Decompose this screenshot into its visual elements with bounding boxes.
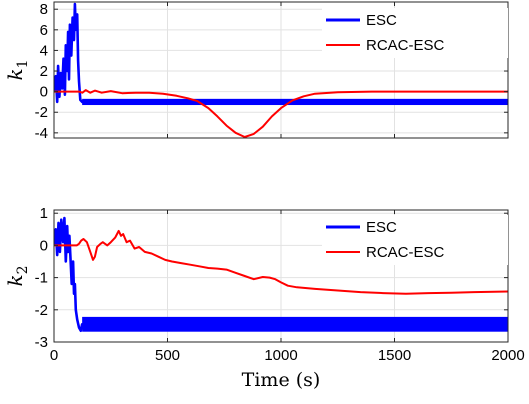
y-tick-label: -1: [35, 270, 48, 287]
y-tick-label: 0: [40, 84, 48, 101]
y-tick-label: -2: [35, 104, 48, 121]
y-tick-label: 8: [40, 1, 48, 18]
y-axis-label: k1: [3, 59, 31, 80]
legend-label: ESC: [366, 12, 397, 29]
series-line-esc: [54, 2, 508, 104]
legend-label: RCAC-ESC: [366, 244, 445, 261]
plot-k1: 8 6 4 2 0 -2 -4 k1 ESC RCAC-ESC: [3, 1, 509, 142]
y-tick-label: 1: [40, 205, 48, 222]
y-tick-label: -4: [35, 125, 48, 142]
series-line-esc: [54, 216, 508, 332]
legend-label: ESC: [366, 219, 397, 236]
y-tick-label: -3: [35, 334, 48, 351]
x-tick-label: 0: [50, 347, 58, 364]
x-tick-label: 2000: [491, 347, 524, 364]
series-line-rcac-esc: [54, 229, 508, 295]
y-axis-label: k2: [3, 265, 31, 286]
x-tick-label: 1500: [378, 347, 411, 364]
y-tick-label: 4: [40, 42, 48, 59]
series-line-rcac-esc: [54, 89, 508, 138]
x-tick-label: 500: [155, 347, 180, 364]
y-tick-label: 0: [40, 237, 48, 254]
y-tick-label: 6: [40, 22, 48, 39]
x-axis-label: Time (s): [242, 369, 321, 391]
x-tick-label: 1000: [264, 347, 297, 364]
y-tick-label: -2: [35, 302, 48, 319]
legend-label: RCAC-ESC: [366, 37, 445, 54]
y-tick-label: 2: [40, 63, 48, 80]
legend: ESC RCAC-ESC: [322, 8, 508, 58]
legend: ESC RCAC-ESC: [322, 215, 508, 265]
